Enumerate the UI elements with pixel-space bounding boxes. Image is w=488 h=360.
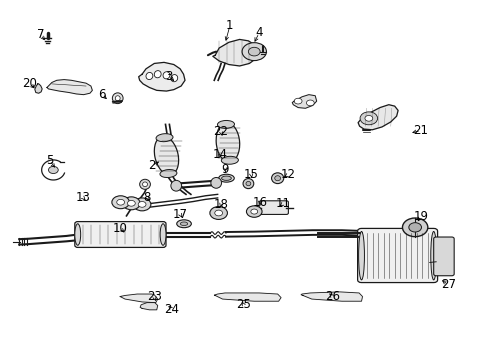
Ellipse shape — [75, 224, 81, 245]
Text: 19: 19 — [413, 210, 427, 223]
Circle shape — [359, 112, 377, 125]
Polygon shape — [292, 95, 316, 108]
Circle shape — [402, 218, 427, 237]
Ellipse shape — [271, 173, 283, 184]
Polygon shape — [212, 40, 258, 66]
Circle shape — [214, 210, 222, 216]
Circle shape — [250, 209, 257, 214]
Ellipse shape — [142, 182, 147, 186]
Polygon shape — [120, 294, 158, 303]
Ellipse shape — [218, 174, 234, 182]
Text: 13: 13 — [75, 191, 90, 204]
Text: 14: 14 — [212, 148, 227, 161]
Ellipse shape — [221, 176, 231, 180]
Circle shape — [364, 116, 372, 121]
Ellipse shape — [170, 75, 177, 82]
Ellipse shape — [358, 231, 364, 280]
Ellipse shape — [245, 181, 250, 186]
Text: 4: 4 — [255, 27, 263, 40]
Text: 16: 16 — [252, 196, 267, 209]
Polygon shape — [301, 292, 362, 301]
Circle shape — [138, 202, 146, 207]
Ellipse shape — [176, 220, 191, 228]
FancyBboxPatch shape — [357, 228, 437, 283]
Text: 18: 18 — [213, 198, 228, 211]
Polygon shape — [357, 105, 397, 130]
Polygon shape — [139, 62, 184, 91]
Polygon shape — [47, 80, 92, 95]
Text: 2: 2 — [148, 159, 155, 172]
Ellipse shape — [180, 222, 187, 226]
Ellipse shape — [274, 176, 280, 181]
Text: 1: 1 — [225, 19, 233, 32]
Circle shape — [117, 199, 124, 205]
Ellipse shape — [217, 121, 234, 129]
Text: 17: 17 — [172, 208, 187, 221]
Ellipse shape — [140, 179, 150, 189]
Circle shape — [246, 206, 262, 217]
Polygon shape — [140, 303, 158, 310]
Ellipse shape — [112, 93, 123, 104]
Text: 8: 8 — [143, 191, 150, 204]
Text: 10: 10 — [113, 222, 127, 235]
Circle shape — [294, 98, 302, 104]
Circle shape — [133, 198, 151, 211]
Ellipse shape — [160, 224, 165, 245]
Text: 20: 20 — [22, 77, 37, 90]
Text: 22: 22 — [213, 125, 228, 138]
Text: 11: 11 — [275, 197, 290, 210]
Ellipse shape — [163, 72, 169, 79]
Circle shape — [408, 223, 421, 232]
Ellipse shape — [154, 136, 178, 175]
Text: 12: 12 — [280, 168, 295, 181]
Text: 27: 27 — [440, 278, 455, 291]
Circle shape — [209, 207, 227, 220]
Ellipse shape — [221, 156, 238, 164]
Ellipse shape — [154, 71, 161, 78]
Text: 26: 26 — [324, 290, 339, 303]
Polygon shape — [35, 84, 42, 93]
Ellipse shape — [210, 177, 221, 188]
Ellipse shape — [156, 134, 173, 142]
Text: 21: 21 — [413, 124, 427, 137]
Circle shape — [112, 196, 129, 209]
Circle shape — [48, 166, 58, 174]
Ellipse shape — [216, 123, 239, 162]
Circle shape — [306, 100, 314, 106]
Ellipse shape — [243, 179, 253, 189]
Text: 23: 23 — [146, 290, 162, 303]
Text: 6: 6 — [98, 88, 105, 101]
Text: 7: 7 — [37, 28, 44, 41]
Text: 25: 25 — [236, 298, 250, 311]
Text: 5: 5 — [46, 154, 53, 167]
FancyBboxPatch shape — [75, 222, 165, 247]
Ellipse shape — [430, 231, 436, 280]
Circle shape — [248, 47, 260, 56]
FancyBboxPatch shape — [259, 201, 288, 215]
Circle shape — [242, 42, 266, 60]
FancyBboxPatch shape — [433, 237, 453, 276]
Ellipse shape — [115, 96, 120, 101]
Text: 3: 3 — [165, 69, 172, 82]
Circle shape — [127, 201, 135, 206]
Circle shape — [122, 197, 140, 210]
Text: 9: 9 — [221, 163, 228, 176]
Polygon shape — [214, 293, 281, 301]
Ellipse shape — [160, 170, 177, 177]
Ellipse shape — [146, 72, 153, 80]
Text: 15: 15 — [244, 168, 258, 181]
Text: 24: 24 — [163, 303, 179, 316]
Ellipse shape — [170, 180, 181, 191]
